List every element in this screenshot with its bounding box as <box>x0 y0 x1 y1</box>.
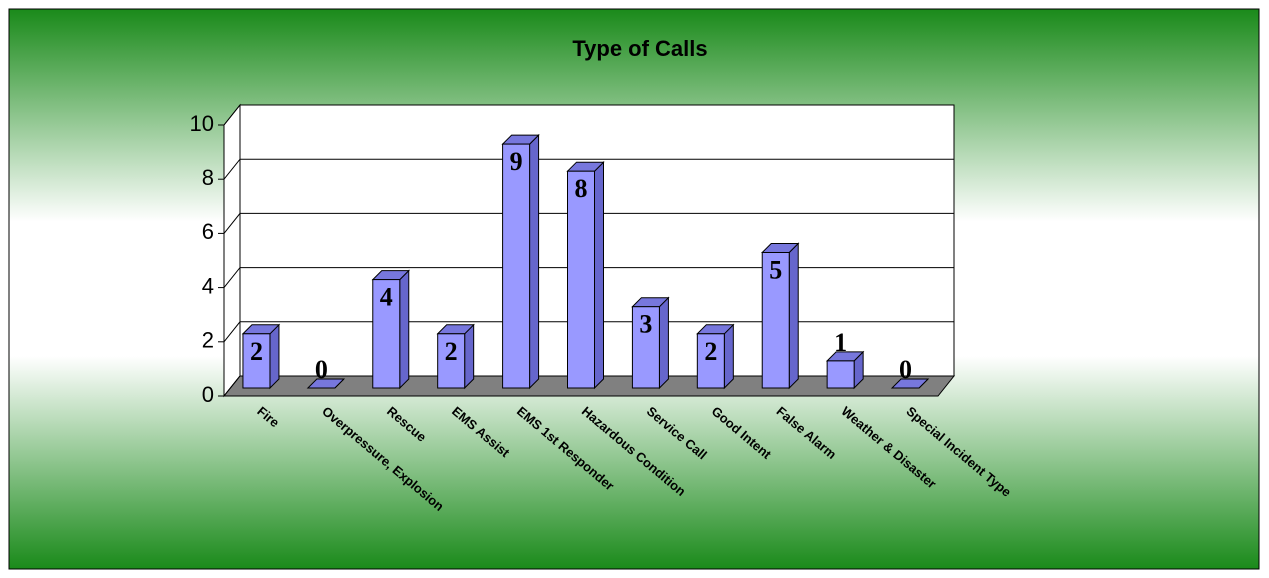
data-label: 0 <box>315 355 328 384</box>
y-tick-label: 4 <box>202 273 214 298</box>
grid-line <box>223 104 954 126</box>
bar-side <box>788 242 799 390</box>
bar-side <box>399 269 410 390</box>
chart-title: Type of Calls <box>572 36 707 61</box>
grid-line <box>223 212 954 234</box>
bar <box>371 269 410 390</box>
bar <box>501 133 540 390</box>
grid-line <box>223 158 954 180</box>
y-tick-label: 0 <box>202 382 214 407</box>
bar-side <box>464 323 475 390</box>
bar <box>306 378 346 389</box>
data-label: 4 <box>380 283 393 312</box>
y-tick-label: 10 <box>190 111 214 136</box>
bar <box>436 323 475 390</box>
bar-front <box>372 279 401 389</box>
bar-side <box>658 296 669 390</box>
y-tick-label: 6 <box>202 219 214 244</box>
bar-front <box>567 170 595 389</box>
data-label: 5 <box>769 255 782 284</box>
bar <box>241 323 281 390</box>
data-label: 2 <box>445 337 458 366</box>
grid-line <box>223 267 954 288</box>
bar-side <box>723 323 734 390</box>
bar <box>890 378 930 389</box>
bar-side <box>594 160 604 390</box>
y-tick-label: 2 <box>202 328 214 353</box>
data-label: 2 <box>250 337 263 366</box>
bar-front <box>631 306 660 389</box>
data-label: 8 <box>575 174 588 203</box>
bar <box>631 296 670 390</box>
grid-line <box>223 321 954 343</box>
data-label: 3 <box>639 310 652 339</box>
bar <box>696 323 735 390</box>
side-wall <box>223 103 241 398</box>
data-label: 9 <box>510 147 523 176</box>
bar-side <box>529 133 540 390</box>
data-label: 0 <box>899 355 912 384</box>
data-label: 1 <box>834 328 847 357</box>
bar-front <box>696 333 725 389</box>
bar <box>825 350 865 390</box>
bar-front <box>826 360 855 389</box>
bar-top <box>890 378 930 389</box>
bar-front <box>437 333 466 389</box>
bar-front <box>242 333 271 389</box>
bar <box>566 160 605 390</box>
bar-side <box>269 323 280 390</box>
data-label: 2 <box>704 337 717 366</box>
bar <box>761 242 800 390</box>
bar-top <box>306 378 346 389</box>
bar-front <box>502 143 531 389</box>
y-tick-label: 8 <box>202 165 214 190</box>
bar-front <box>761 252 790 389</box>
